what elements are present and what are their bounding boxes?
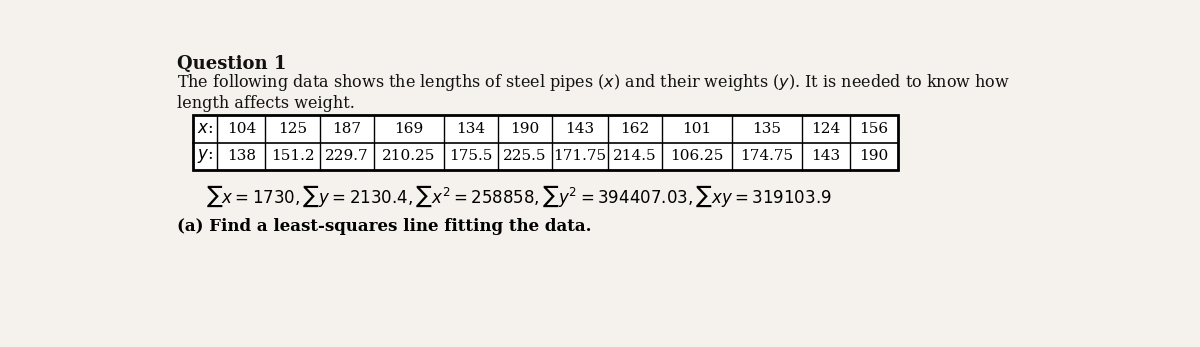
Bar (193, 115, 898, 170)
Text: 135: 135 (752, 122, 781, 136)
Text: $\sum x=1730, \sum y=2130.4, \sum x^{2}=258858,\sum y^{2}=394407.03, \sum xy=319: $\sum x=1730, \sum y=2130.4, \sum x^{2}=… (206, 184, 832, 209)
Text: 143: 143 (565, 122, 595, 136)
Text: 134: 134 (456, 122, 486, 136)
Text: Question 1: Question 1 (178, 55, 287, 73)
Text: 162: 162 (620, 122, 649, 136)
Text: 171.75: 171.75 (553, 149, 607, 163)
Text: length affects weight.: length affects weight. (178, 95, 355, 112)
Text: 156: 156 (859, 122, 888, 136)
Text: (a) Find a least-squares line fitting the data.: (a) Find a least-squares line fitting th… (178, 218, 592, 235)
Text: 138: 138 (227, 149, 256, 163)
Text: 169: 169 (395, 122, 424, 136)
Text: 101: 101 (683, 122, 712, 136)
Text: 175.5: 175.5 (449, 149, 492, 163)
Text: 174.75: 174.75 (740, 149, 793, 163)
Text: The following data shows the lengths of steel pipes ($x$) and their weights ($y$: The following data shows the lengths of … (178, 72, 1010, 93)
Text: 210.25: 210.25 (382, 149, 436, 163)
Text: 229.7: 229.7 (325, 149, 368, 163)
Text: $y$:: $y$: (197, 147, 214, 166)
Text: 143: 143 (811, 149, 840, 163)
Bar (193, 115, 898, 170)
Text: 187: 187 (332, 122, 361, 136)
Text: 151.2: 151.2 (271, 149, 314, 163)
Text: 125: 125 (278, 122, 307, 136)
Text: 225.5: 225.5 (503, 149, 547, 163)
Text: 124: 124 (811, 122, 840, 136)
Text: 214.5: 214.5 (613, 149, 656, 163)
Text: 106.25: 106.25 (671, 149, 724, 163)
Text: 104: 104 (227, 122, 256, 136)
Text: 190: 190 (510, 122, 540, 136)
Text: 190: 190 (859, 149, 888, 163)
Text: $x$:: $x$: (197, 120, 214, 137)
